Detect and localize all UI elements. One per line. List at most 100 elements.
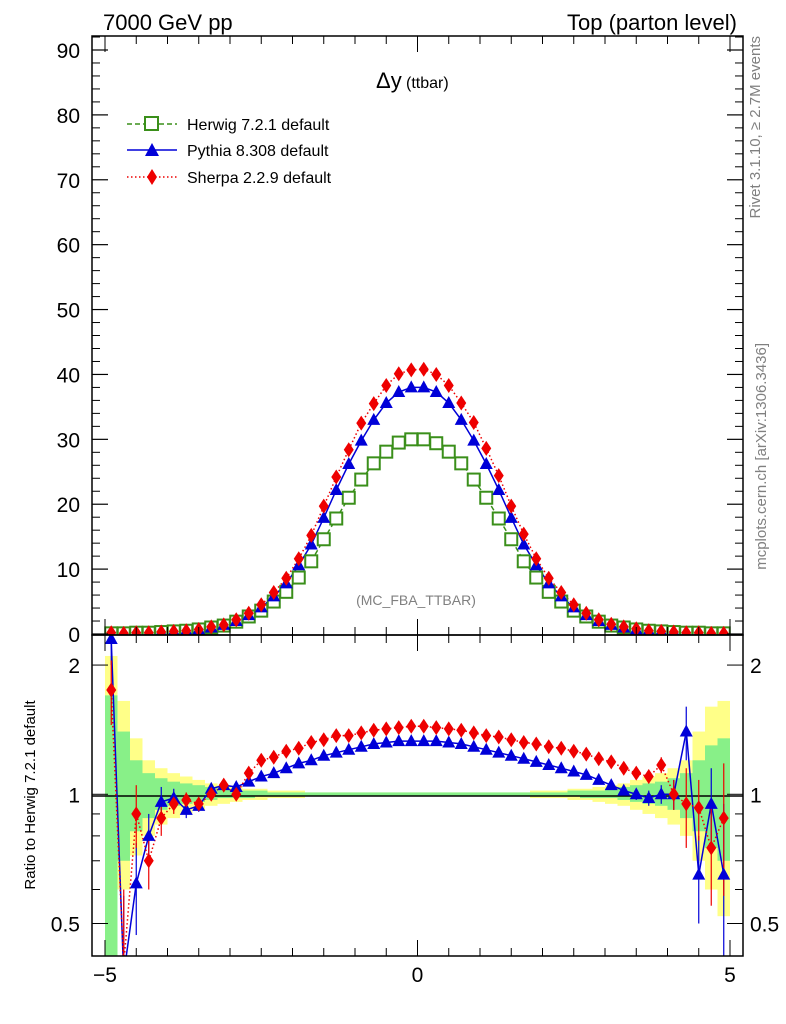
sherpa-main-point-21 (368, 396, 379, 412)
pythia-main-point-33 (517, 537, 531, 550)
pythia-ratio-point-14 (279, 761, 293, 774)
plot-title: Δy (ttbar) (376, 68, 449, 93)
pythia-ratio-point-41 (617, 783, 631, 796)
sherpa-main-point-16 (306, 527, 317, 543)
ratio-band-green-17 (317, 792, 330, 797)
sherpa-main-point-43 (643, 623, 654, 635)
pythia-main-point-31 (492, 482, 506, 495)
sherpa-main-point-23 (393, 366, 404, 382)
pythia-ratio-point-20 (354, 739, 368, 752)
sherpa-main-point-20 (356, 415, 367, 431)
pythia-ratio-point-28 (454, 736, 468, 749)
sherpa-ratio-point-1 (119, 958, 129, 973)
sherpa-main-point-46 (681, 625, 692, 635)
sherpa-ratio-point-44 (656, 757, 667, 773)
herwig-main-point-25 (416, 432, 431, 447)
sherpa-ratio-point-46 (681, 796, 692, 812)
pythia-main-point-17 (317, 510, 331, 523)
ratio-band-green-0 (105, 695, 118, 956)
ratio-band-green-26 (430, 792, 443, 797)
sherpa-marker-icon (147, 169, 157, 185)
axes-layer: 0 10 20 30 40 50 60 70 80 90 −5 0 5 0.5 0.5 1 1 2 2 (51, 36, 779, 987)
pythia-ratio-point-18 (329, 745, 343, 758)
pythia-ratio-point-12 (254, 769, 268, 782)
pythia-ratio-point-4 (154, 794, 168, 807)
herwig-marker-icon (144, 116, 159, 131)
pythia-main-point-22 (379, 395, 393, 408)
sherpa-main-point-39 (593, 612, 604, 628)
pythia-main-point-26 (429, 384, 443, 397)
main-ytick-label-60: 60 (57, 235, 80, 258)
ratio-ylabel: Ratio to Herwig 7.2.1 default (22, 700, 39, 890)
ratio-band-green-33 (517, 792, 530, 797)
sherpa-main-point-33 (518, 526, 529, 542)
pythia-ratio-point-10 (229, 779, 243, 792)
herwig-main-point-24 (404, 432, 419, 447)
ratio-band-green-32 (505, 792, 518, 797)
main-ytick-label-0: 0 (68, 624, 80, 647)
sherpa-ratio-point-15 (293, 740, 304, 756)
ratio-band-green-24 (405, 792, 418, 797)
mcplots-citation-label: mcplots.cern.ch [arXiv:1306.3436] (753, 343, 770, 570)
sherpa-main-point-48 (706, 625, 717, 635)
sherpa-main-point-14 (281, 570, 292, 586)
sherpa-main-point-44 (656, 623, 667, 635)
plot-title-sub: (ttbar) (406, 75, 449, 92)
ratio-ytick-label-left-2: 2 (68, 655, 80, 678)
herwig-main-point-31 (491, 511, 506, 526)
sherpa-main-point-31 (493, 468, 504, 484)
main-ytick-label-30: 30 (57, 429, 80, 452)
pythia-ratio-point-13 (267, 766, 281, 779)
sherpa-ratio-point-23 (393, 720, 404, 736)
ratio-band-green-31 (492, 792, 505, 797)
pythia-main-point-18 (329, 482, 343, 495)
sherpa-ratio-point-34 (531, 736, 542, 752)
sherpa-ratio-point-35 (543, 739, 554, 755)
sherpa-main-point-36 (556, 584, 567, 600)
sherpa-main-point-15 (293, 551, 304, 567)
herwig-main-point-30 (479, 490, 494, 505)
pythia-ratio-point-15 (292, 756, 306, 769)
sherpa-ratio-point-32 (506, 732, 517, 748)
sherpa-main-point-41 (618, 619, 629, 635)
main-ytick-label-10: 10 (57, 559, 80, 582)
sherpa-ratio-point-10 (231, 786, 242, 802)
legend: Herwig 7.2.1 default Pythia 8.308 defaul… (127, 116, 332, 187)
sherpa-main-point-28 (456, 395, 467, 411)
pythia-ratio-point-49 (717, 867, 731, 880)
ratio-band-green-36 (555, 792, 568, 797)
pythia-ratio-point-37 (567, 764, 581, 777)
ratio-band-green-25 (417, 792, 430, 797)
herwig-main-point-21 (366, 456, 381, 471)
sherpa-main-point-12 (256, 597, 267, 613)
pythia-main-point-24 (404, 380, 418, 393)
sherpa-main-point-24 (406, 362, 417, 378)
sherpa-main-point-0 (106, 625, 117, 635)
herwig-main-point-26 (429, 436, 444, 451)
herwig-main-point-15 (291, 570, 306, 585)
legend-entry-sherpa: Sherpa 2.2.9 default (127, 169, 332, 187)
sherpa-ratio-point-5 (168, 796, 179, 812)
main-ytick-label-40: 40 (57, 364, 80, 387)
ratio-ytick-label-left-0.5: 0.5 (51, 913, 80, 936)
sherpa-ratio-point-17 (318, 732, 329, 748)
sherpa-main-point-38 (581, 605, 592, 621)
sherpa-ratio-point-30 (481, 728, 492, 744)
pythia-ratio-point-25 (417, 734, 431, 747)
ratio-ytick-label-right-1: 1 (750, 784, 762, 807)
pythia-ratio-point-40 (604, 778, 618, 791)
herwig-main-point-18 (329, 511, 344, 526)
herwig-main-point-19 (341, 490, 356, 505)
pythia-ratio-point-29 (467, 739, 481, 752)
sherpa-ratio-point-48 (706, 840, 717, 856)
sherpa-main-point-34 (531, 551, 542, 567)
legend-entry-herwig: Herwig 7.2.1 default (127, 116, 330, 134)
sherpa-main-point-13 (268, 584, 279, 600)
sherpa-ratio-point-45 (668, 786, 679, 802)
pythia-ratio-point-42 (629, 787, 643, 800)
pythia-ratio-point-32 (504, 748, 518, 761)
herwig-main-point-17 (316, 532, 331, 547)
sherpa-ratio-point-27 (443, 721, 454, 737)
pythia-ratio-point-31 (492, 745, 506, 758)
